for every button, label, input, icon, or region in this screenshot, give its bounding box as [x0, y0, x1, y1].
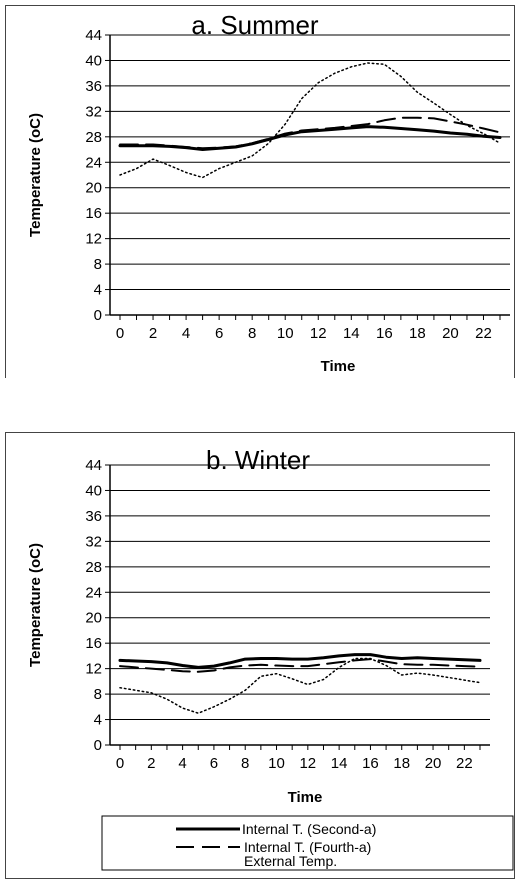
summer-series-fourth-a: [119, 116, 501, 150]
summer-x-tick-label: 18: [409, 325, 426, 342]
winter-x-tick-label: 10: [268, 755, 285, 772]
winter-y-tick-label: 44: [85, 457, 102, 474]
winter-y-axis-label: Temperature (oC): [27, 543, 44, 667]
summer-y-tick-label: 12: [85, 231, 102, 248]
winter-series-second-a: [118, 653, 482, 669]
winter-chart-frame: [5, 432, 515, 879]
winter-y-tick-label: 4: [94, 712, 102, 729]
legend-label-second-a: Internal T. (Second-a): [242, 821, 376, 837]
winter-series-external: [119, 657, 481, 714]
legend: Internal T. (Second-a) Internal T. (Four…: [101, 815, 514, 871]
winter-y-tick-label: 8: [94, 686, 102, 703]
winter-y-tick-label: 40: [85, 482, 102, 499]
winter-x-tick-label: 2: [147, 755, 155, 772]
summer-y-tick-label: 8: [94, 256, 102, 273]
summer-x-tick-label: 20: [442, 325, 459, 342]
winter-y-tick-label: 12: [85, 661, 102, 678]
winter-chart-title: b. Winter: [206, 445, 310, 475]
winter-x-tick-label: 4: [178, 755, 186, 772]
summer-x-axis-label: Time: [321, 358, 356, 375]
summer-x-tick-label: 16: [376, 325, 393, 342]
summer-y-tick-label: 0: [94, 307, 102, 324]
summer-x-tick-label: 22: [475, 325, 492, 342]
summer-y-tick-label: 20: [85, 180, 102, 197]
winter-x-tick-label: 22: [456, 755, 473, 772]
winter-x-axis-label: Time: [288, 789, 323, 806]
summer-x-tick-label: 4: [182, 325, 190, 342]
winter-y-tick-label: 0: [94, 737, 102, 754]
summer-x-tick-label: 14: [343, 325, 360, 342]
legend-label-external: External Temp.: [244, 853, 337, 869]
winter-x-tick-label: 0: [116, 755, 124, 772]
winter-y-tick-label: 28: [85, 559, 102, 576]
winter-x-tick-label: 8: [241, 755, 249, 772]
winter-x-tick-label: 14: [331, 755, 348, 772]
summer-y-tick-label: 36: [85, 78, 102, 95]
summer-y-tick-label: 4: [94, 282, 102, 299]
summer-series-external: [119, 62, 501, 179]
summer-y-tick-label: 16: [85, 205, 102, 222]
winter-x-tick-label: 16: [362, 755, 379, 772]
legend-box: [101, 815, 514, 871]
summer-x-tick-label: 8: [248, 325, 256, 342]
summer-y-tick-label: 44: [85, 27, 102, 44]
summer-y-tick-label: 40: [85, 52, 102, 69]
winter-y-tick-label: 20: [85, 610, 102, 627]
summer-y-axis-label: Temperature (oC): [27, 113, 44, 237]
summer-y-tick-label: 24: [85, 154, 102, 171]
winter-x-tick-label: 6: [210, 755, 218, 772]
summer-x-tick-label: 6: [215, 325, 223, 342]
summer-x-tick-label: 2: [149, 325, 157, 342]
winter-y-tick-label: 24: [85, 584, 102, 601]
summer-x-tick-label: 0: [116, 325, 124, 342]
winter-y-tick-label: 16: [85, 635, 102, 652]
winter-x-tick-label: 18: [393, 755, 410, 772]
summer-x-tick-label: 12: [310, 325, 327, 342]
winter-y-tick-label: 32: [85, 533, 102, 550]
summer-y-tick-label: 32: [85, 103, 102, 120]
summer-y-tick-label: 28: [85, 129, 102, 146]
summer-chart-frame: [5, 5, 515, 378]
summer-x-tick-label: 10: [277, 325, 294, 342]
winter-x-tick-label: 20: [425, 755, 442, 772]
winter-x-tick-label: 12: [299, 755, 316, 772]
winter-y-tick-label: 36: [85, 508, 102, 525]
legend-label-fourth-a: Internal T. (Fourth-a): [244, 839, 371, 855]
winter-series-fourth-a: [119, 658, 481, 673]
